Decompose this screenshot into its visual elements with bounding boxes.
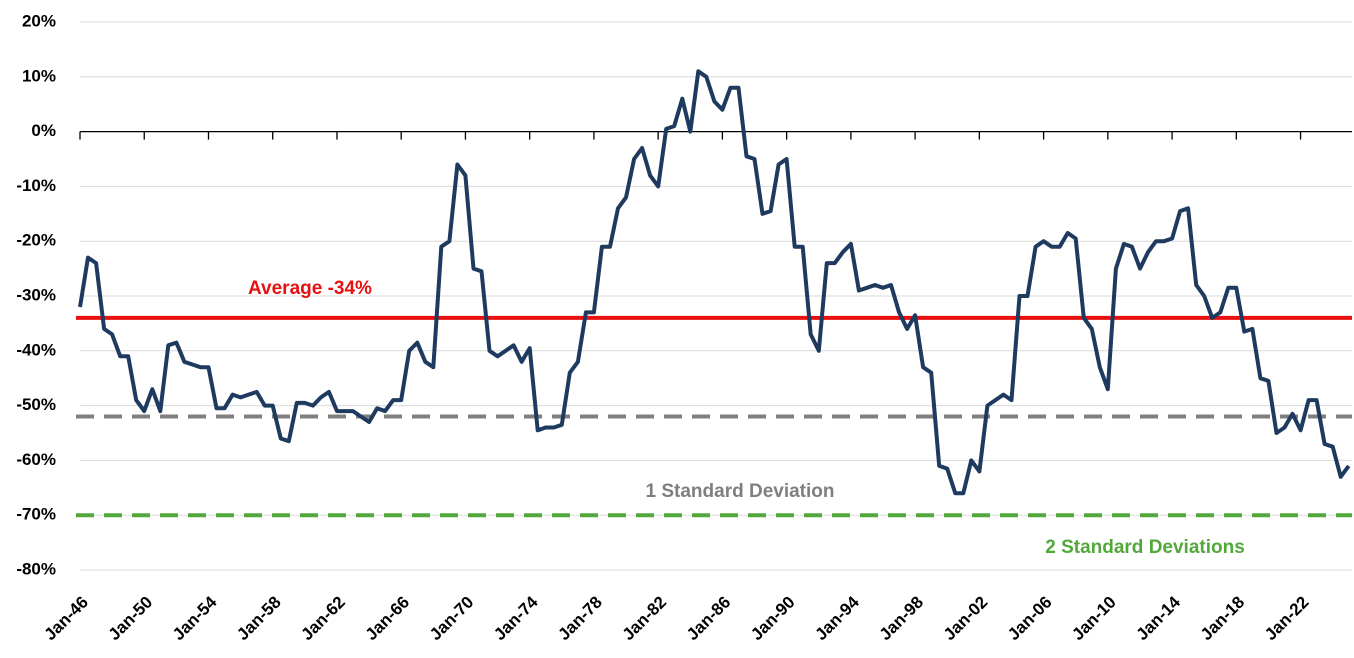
x-tick-label: Jan-18 [1197, 593, 1249, 645]
y-tick-label: -10% [16, 176, 56, 195]
reference-label: 1 Standard Deviation [646, 481, 835, 502]
x-tick-label: Jan-02 [940, 593, 992, 645]
y-tick-label: -30% [16, 285, 56, 304]
y-tick-label: -70% [16, 505, 56, 524]
x-tick-label: Jan-70 [426, 593, 478, 645]
x-tick-label: Jan-78 [554, 593, 606, 645]
x-tick-label: Jan-10 [1068, 593, 1120, 645]
x-tick-label: Jan-46 [40, 593, 92, 645]
y-tick-label: -80% [16, 559, 56, 578]
y-tick-label: 20% [22, 11, 56, 30]
series-line [78, 69, 1351, 496]
x-tick-label: Jan-06 [1004, 593, 1056, 645]
x-tick-label: Jan-58 [233, 593, 285, 645]
x-tick-label: Jan-22 [1261, 593, 1313, 645]
y-tick-label: 0% [31, 121, 56, 140]
x-tick-label: Jan-66 [362, 593, 414, 645]
x-tick-label: Jan-50 [105, 593, 157, 645]
y-tick-label: 10% [22, 66, 56, 85]
x-tick-label: Jan-86 [683, 593, 735, 645]
reference-label: Average -34% [248, 278, 372, 299]
y-tick-label: -40% [16, 340, 56, 359]
x-tick-label: Jan-54 [169, 592, 221, 644]
y-tick-label: -20% [16, 231, 56, 250]
x-tick-label: Jan-74 [490, 592, 542, 644]
x-tick-label: Jan-98 [876, 593, 928, 645]
y-tick-label: -50% [16, 395, 56, 414]
x-tick-label: Jan-14 [1133, 592, 1185, 644]
x-tick-label: Jan-94 [811, 592, 863, 644]
y-tick-label: -60% [16, 450, 56, 469]
x-tick-label: Jan-90 [747, 593, 799, 645]
x-tick-label: Jan-82 [619, 593, 671, 645]
reference-label: 2 Standard Deviations [1045, 537, 1245, 558]
x-tick-label: Jan-62 [297, 593, 349, 645]
